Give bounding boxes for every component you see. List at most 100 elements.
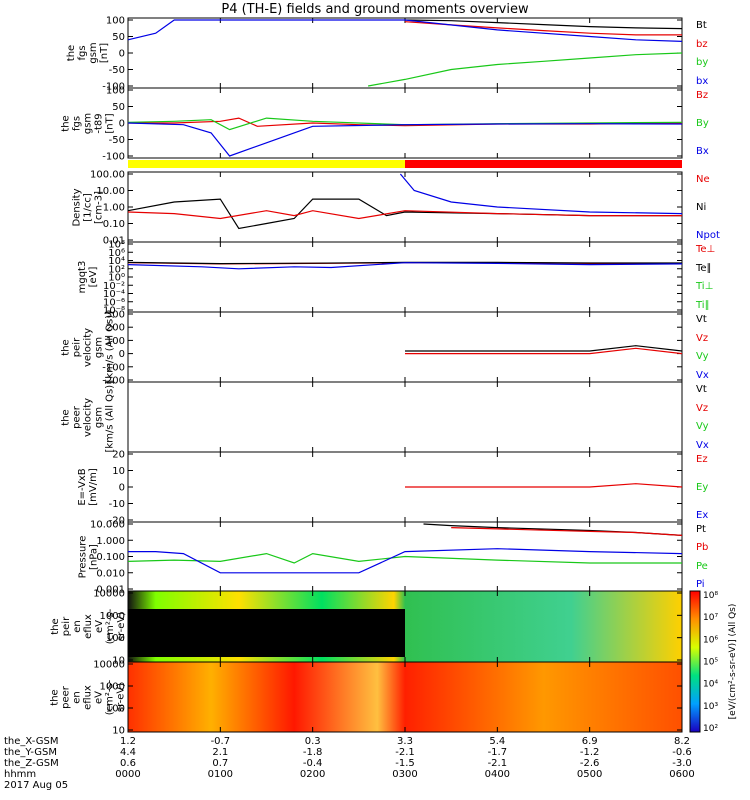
series-Pe (127, 552, 682, 564)
panel-ylabel: the peir velocity gsm [km/s (All Qs)] (60, 310, 116, 382)
peir-spectrogram-gap (128, 609, 405, 657)
series-Vz (405, 347, 683, 355)
footer-value: -1.5 (395, 758, 415, 769)
panel-ylabel: Density [1/cc] [cm-3] (71, 187, 105, 227)
legend-Pt: Pt (696, 524, 706, 535)
legend-Ey: Ey (696, 482, 709, 493)
y-tick-label: 0 (119, 49, 125, 60)
legend-Ez: Ez (696, 454, 708, 465)
footer-value: -2.1 (487, 758, 508, 769)
y-tick-label: 0.010 (96, 568, 125, 579)
panel-frame (127, 381, 683, 453)
footer-value: -1.8 (302, 747, 323, 758)
y-tick-label: 100 (106, 86, 125, 97)
footer-value: -0.6 (672, 747, 692, 758)
footer-value: -1.2 (579, 747, 600, 758)
footer-value: -3.0 (672, 758, 692, 769)
series-Ne (127, 210, 682, 220)
y-tick-label: 300 (106, 310, 125, 321)
footer-value: 1.2 (120, 736, 136, 747)
legend-Ex: Ex (696, 510, 709, 521)
series-bx (127, 19, 683, 42)
series-Ni (127, 198, 682, 230)
y-tick-label: 0 (119, 483, 125, 494)
y-tick-label: 1.000 (96, 536, 125, 547)
plot-title: P4 (TH-E) fields and ground moments over… (221, 2, 529, 17)
y-tick-label: 100.00 (90, 170, 125, 181)
panel-frame (127, 241, 683, 313)
y-tick-label: 1000 (100, 682, 125, 693)
panel-ylabel: the peir en eflux eV (cm²-s- sr-eV) (49, 608, 127, 645)
legend-Pb: Pb (696, 542, 709, 554)
colorbar-tick: 10² (703, 724, 718, 734)
mode-bar-segment (405, 160, 682, 168)
y-tick-label: 100 (106, 336, 125, 347)
legend-Te⊥: Te⊥ (696, 244, 716, 255)
y-tick-label: 10⁻⁴ (103, 289, 125, 300)
y-tick-label: 10⁻² (103, 281, 125, 292)
y-tick-label: -100 (102, 82, 125, 93)
y-tick-label: 100 (106, 16, 125, 27)
y-tick-label: 10⁻⁶ (103, 297, 125, 308)
legend-Vz: Vz (696, 332, 709, 344)
colorbar-tick: 10⁴ (703, 680, 718, 690)
series-Bx (127, 122, 683, 157)
footer-value: 5.4 (489, 736, 506, 747)
y-tick-label: 10⁸ (108, 240, 125, 251)
colorbar-tick: 10⁸ (703, 591, 718, 601)
y-tick-label: 0.001 (96, 585, 125, 596)
legend-Vx: Vx (696, 440, 709, 451)
series-Vt (405, 345, 683, 352)
y-tick-label: 50 (112, 32, 125, 43)
footer-row-label: the_X-GSM (4, 736, 59, 747)
panel-ylabel: the fgs gsm [nT] (66, 42, 110, 64)
footer-value: 4.4 (120, 747, 136, 758)
y-tick-label: 10.000 (90, 520, 125, 531)
panel-frame (127, 171, 683, 243)
y-tick-label: 0.100 (96, 552, 125, 563)
colorbar-tick: 10⁷ (703, 613, 718, 623)
series-Bt (404, 19, 683, 30)
panel-ylabel: the peer en eflux eV (cm²-s- sr-eV) (49, 679, 127, 715)
legend-Ni: Ni (696, 202, 707, 213)
y-tick-label: 50 (112, 102, 125, 113)
legend-Vy: Vy (696, 351, 709, 363)
legend-bx: bx (696, 76, 709, 87)
y-tick-label: 10000 (93, 589, 125, 600)
footer-value: 0.3 (304, 736, 321, 747)
footer-value: 0300 (392, 769, 418, 780)
footer-value: 0500 (576, 769, 603, 780)
legend-Npot: Npot (696, 230, 720, 241)
footer-value: -2.6 (579, 758, 600, 769)
panel-ylabel: Pressure [nPa] (77, 535, 99, 578)
footer-value: 3.3 (397, 736, 413, 747)
footer-value: -1.7 (487, 747, 508, 758)
y-tick-label: 10 (112, 726, 125, 737)
footer-value: 0100 (207, 769, 234, 780)
legend-Vt: Vt (696, 314, 707, 325)
footer-row-label: hhmm (4, 769, 37, 780)
y-tick-label: -100 (102, 152, 125, 163)
footer-value: 0200 (299, 769, 326, 780)
mode-bar-segment (128, 160, 405, 168)
legend-Bz: Bz (696, 90, 709, 101)
legend-Vx: Vx (696, 370, 709, 381)
legend-Vz: Vz (696, 402, 709, 414)
legend-Bt: Bt (696, 20, 707, 31)
footer-row-label: the_Z-GSM (4, 758, 59, 769)
series-Pi (128, 548, 683, 574)
series-Pb (451, 527, 683, 536)
legend-bz: bz (696, 38, 708, 50)
legend-Vt: Vt (696, 384, 707, 395)
colorbar-tick: 10³ (703, 702, 718, 712)
footer-value: 0000 (115, 769, 141, 780)
y-tick-label: 10² (108, 264, 125, 275)
y-tick-label: -50 (109, 135, 125, 146)
legend-Ti⊥: Ti⊥ (696, 281, 714, 293)
y-tick-label: 100 (106, 633, 125, 644)
panel-frame (127, 17, 683, 89)
legend-by: by (696, 57, 709, 69)
legend-Bx: Bx (696, 146, 709, 157)
legend-Vy: Vy (696, 421, 709, 433)
footer-value: 0400 (484, 769, 511, 780)
